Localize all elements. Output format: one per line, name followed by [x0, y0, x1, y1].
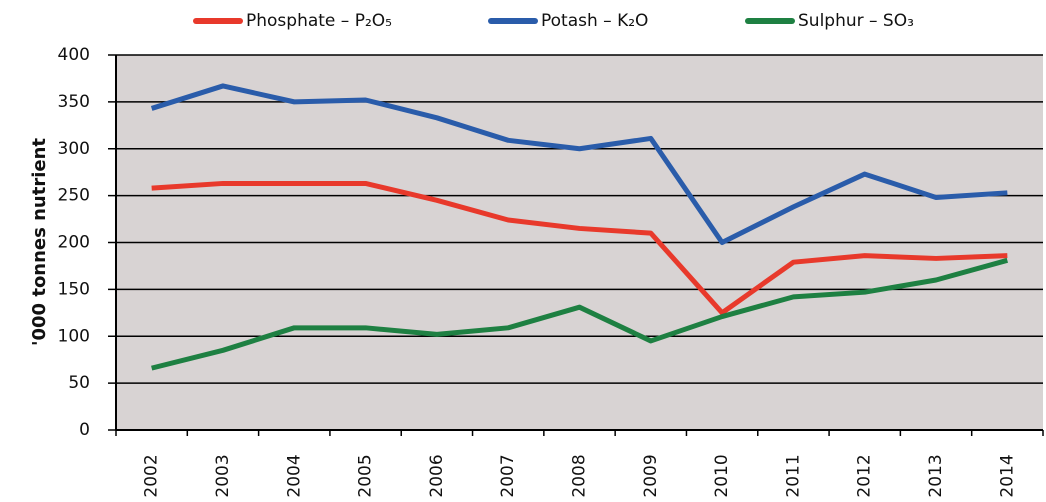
- y-tick-label: 350: [58, 92, 90, 112]
- legend-label: Potash – K₂O: [541, 11, 648, 31]
- x-tick-label: 2004: [284, 454, 304, 497]
- y-tick-label: 250: [58, 186, 90, 206]
- x-tick-label: 2007: [498, 454, 518, 497]
- x-tick-label: 2002: [142, 454, 162, 497]
- y-axis-label: '000 tonnes nutrient: [29, 138, 50, 346]
- x-tick-label: 2011: [783, 454, 803, 497]
- y-tick-label: 50: [68, 373, 90, 393]
- x-tick-label: 2014: [997, 454, 1017, 497]
- y-tick-label: 400: [58, 45, 90, 65]
- legend-label: Phosphate – P₂O₅: [246, 11, 392, 31]
- y-tick-label: 150: [58, 279, 90, 299]
- x-tick-label: 2003: [213, 454, 233, 497]
- series-line: [150, 83, 1008, 245]
- legend-label: Sulphur – SO₃: [798, 11, 914, 31]
- series-line: [151, 180, 1008, 316]
- y-tick-label: 200: [58, 233, 90, 253]
- series-line: [151, 257, 1009, 371]
- y-tick-label: 0: [79, 420, 90, 440]
- y-tick-label: 100: [58, 326, 90, 346]
- x-tick-label: 2009: [641, 454, 661, 497]
- x-tick-label: 2006: [427, 454, 447, 497]
- x-tick-label: 2010: [712, 454, 732, 497]
- y-tick-label: 300: [58, 139, 90, 159]
- x-tick-label: 2008: [570, 454, 590, 497]
- x-tick-label: 2012: [855, 454, 875, 497]
- x-tick-label: 2013: [926, 454, 946, 497]
- x-tick-label: 2005: [356, 454, 376, 497]
